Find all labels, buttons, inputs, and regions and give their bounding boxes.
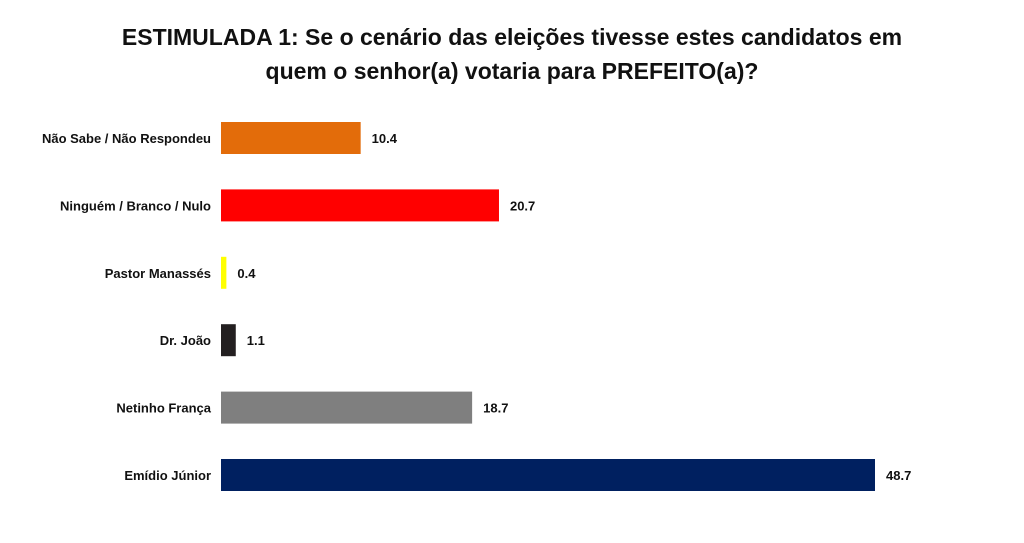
- value-label: 1.1: [247, 333, 265, 348]
- value-label: 48.7: [886, 468, 911, 483]
- category-label: Ninguém / Branco / Nulo: [60, 198, 211, 213]
- bar: [221, 256, 227, 289]
- value-label: 10.4: [372, 131, 398, 146]
- category-label: Dr. João: [160, 333, 211, 348]
- value-label: 0.4: [237, 266, 256, 281]
- bar: [221, 122, 361, 154]
- value-label: 18.7: [483, 401, 508, 416]
- bar: [221, 324, 236, 357]
- value-label: 20.7: [510, 198, 535, 213]
- chart-title-line-2: quem o senhor(a) votaria para PREFEITO(a…: [265, 58, 759, 84]
- category-label: Netinho França: [116, 401, 211, 416]
- category-label: Pastor Manassés: [105, 266, 211, 281]
- category-label: Não Sabe / Não Respondeu: [42, 131, 211, 146]
- bar: [221, 391, 473, 424]
- bar: [221, 189, 499, 222]
- chart-title-line-1: ESTIMULADA 1: Se o cenário das eleições …: [121, 24, 903, 50]
- bar: [221, 459, 875, 491]
- bars-layer: Não Sabe / Não Respondeu 10.4 Ninguém / Br…: [42, 122, 911, 491]
- chart-title: ESTIMULADA 1: Se o cenário das eleições …: [40, 20, 984, 88]
- category-label: Emídio Júnior: [124, 468, 211, 483]
